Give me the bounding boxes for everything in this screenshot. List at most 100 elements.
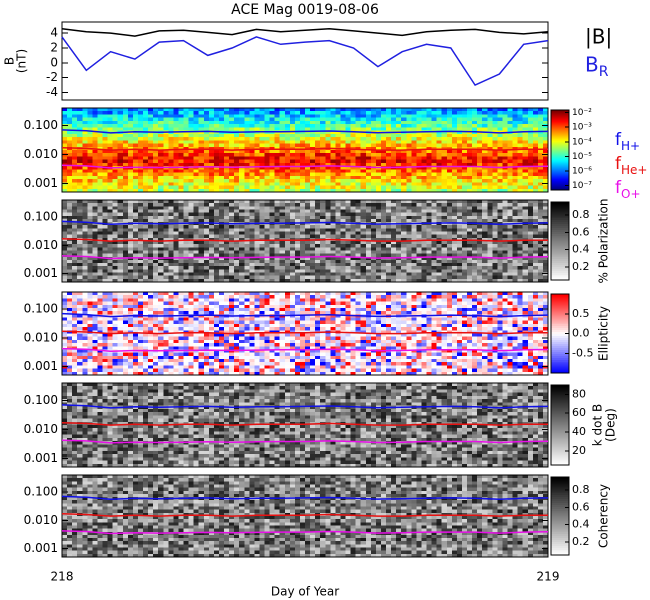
spectrogram-cell [274, 253, 281, 258]
spectrogram-cell [193, 137, 200, 141]
spectrogram-cell [330, 153, 336, 158]
spectrogram-cell [132, 137, 139, 141]
spectrogram-cell [335, 228, 342, 233]
spectrogram-cell [451, 153, 458, 158]
spectrogram-cell [67, 256, 73, 261]
colorbar-cell [551, 182, 569, 185]
spectrogram-cell [330, 256, 336, 261]
spectrogram-cell [249, 179, 255, 183]
spectrogram-cell [158, 117, 164, 122]
spectrogram-cell [112, 162, 119, 167]
spectrogram-cell [335, 140, 342, 145]
spectrogram-cell [370, 156, 377, 161]
spectrogram-cell [72, 218, 78, 223]
spectrogram-cell [87, 120, 93, 125]
spectrogram-cell [279, 156, 286, 161]
spectrogram-cell [279, 247, 286, 252]
spectrogram-cell [532, 188, 539, 193]
spectrogram-cell [436, 159, 443, 164]
spectrogram-cell [370, 259, 377, 264]
spectrogram-cell [477, 108, 483, 112]
spectrogram-cell [224, 179, 230, 183]
spectrogram-cell [294, 156, 301, 161]
spectrogram-cell [431, 166, 438, 170]
spectrogram-cell [467, 137, 473, 141]
spectrogram-cell [279, 185, 286, 190]
spectrogram-cell [62, 124, 68, 128]
spectrogram-cell [208, 244, 215, 248]
spectrogram-cell [153, 215, 159, 220]
spectrogram-cell [456, 150, 463, 154]
spectrogram-cell [320, 130, 326, 135]
spectrogram-cell [249, 212, 255, 217]
spectrogram-cell [537, 222, 544, 226]
spectrogram-cell [537, 234, 544, 239]
spectrogram-cell [396, 206, 402, 211]
spectrogram-cell [355, 250, 362, 255]
spectrogram-cell [62, 133, 68, 138]
spectrogram-cell [477, 188, 483, 193]
spectrogram-cell [274, 225, 281, 229]
spectrogram-cell [213, 179, 220, 183]
spectrogram-cell [67, 140, 73, 145]
spectrogram-cell [92, 172, 99, 177]
spectrogram-cell [522, 228, 529, 233]
spectrogram-cell [340, 266, 347, 270]
spectrogram-cell [375, 182, 382, 187]
spectrogram-cell [380, 272, 387, 277]
spectrogram-cell [224, 247, 230, 252]
spectrogram-cell [380, 234, 387, 239]
spectrogram-cell [416, 143, 423, 148]
spectrogram-cell [461, 127, 468, 132]
spectrogram-cell [183, 259, 190, 264]
spectrogram-cell [340, 137, 347, 141]
spectrogram-cell [289, 127, 296, 132]
spectrogram-cell [461, 234, 468, 239]
spectrogram-cell [375, 169, 382, 174]
spectrogram-cell [269, 269, 276, 274]
spectrogram-cell [416, 185, 423, 190]
spectrogram-cell [391, 225, 397, 229]
spectrogram-cell [67, 234, 73, 239]
spectrogram-cell [143, 253, 149, 258]
spectrogram-cell [335, 156, 342, 161]
spectrogram-cell [305, 153, 311, 158]
spectrogram-cell [178, 188, 185, 193]
spectrogram-cell [193, 108, 200, 112]
spectrogram-cell [335, 206, 342, 211]
spectrogram-cell [284, 259, 291, 264]
spectrogram-cell [441, 263, 448, 267]
spectrogram-cell [264, 114, 271, 119]
spectrogram-cell [193, 200, 200, 204]
spectrogram-cell [375, 124, 382, 128]
spectrogram-cell [461, 225, 468, 229]
y-axis-label: (nT) [15, 49, 29, 73]
spectrogram-cell [92, 256, 99, 261]
spectrogram-cell [512, 247, 519, 252]
spectrogram-cell [467, 159, 473, 164]
spectrogram-cell [416, 127, 423, 132]
spectrogram-cell [446, 120, 453, 125]
spectrogram-cell [279, 212, 286, 217]
spectrogram-cell [289, 159, 296, 164]
spectrogram-cell [213, 137, 220, 141]
spectrogram-cell [122, 137, 129, 141]
spectrogram-cell [203, 114, 210, 119]
spectrogram-cell [148, 153, 154, 158]
spectrogram-cell [153, 234, 159, 239]
spectrogram-cell [305, 108, 311, 112]
spectrogram-cell [411, 203, 417, 207]
spectrogram-cell [188, 266, 195, 270]
spectrogram-cell [229, 140, 235, 145]
spectrogram-cell [244, 166, 250, 170]
y-tick-label: 0 [50, 55, 58, 69]
spectrogram-cell [487, 175, 493, 180]
spectrogram-cell [441, 247, 448, 252]
spectrogram-cell [203, 166, 210, 170]
spectrogram-cell [289, 143, 296, 148]
spectrogram-cell [294, 133, 301, 138]
spectrogram-cell [107, 153, 114, 158]
spectrogram-cell [416, 124, 423, 128]
spectrogram-cell [406, 253, 412, 258]
spectrogram-cell [244, 111, 250, 116]
